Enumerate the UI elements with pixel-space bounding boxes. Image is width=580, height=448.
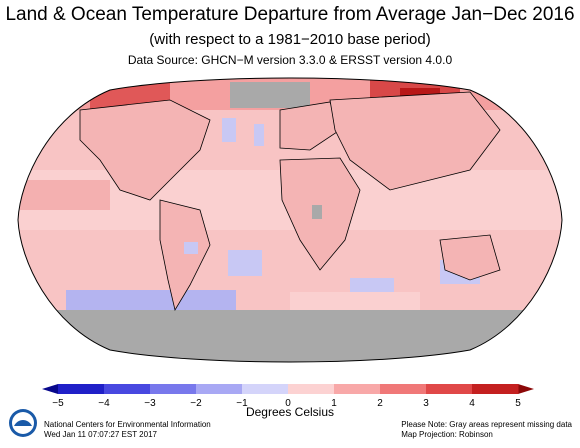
legend-swatch [288, 384, 335, 394]
europe [279, 101, 341, 151]
legend-tick-label: 2 [377, 398, 383, 406]
legend-tick-label: 0 [285, 398, 291, 406]
indian-ocean-cool [350, 278, 394, 294]
legend-tick-label: −4 [98, 398, 110, 406]
legend-tick-label: −1 [236, 398, 248, 406]
globe [18, 78, 562, 362]
legend-high-arrow [518, 384, 534, 394]
southern-warm-band [290, 292, 420, 310]
map-subtitle: (with respect to a 1981−2010 base period… [149, 31, 431, 48]
north-america [79, 99, 211, 201]
legend-tick-label: 1 [331, 398, 337, 406]
data-source: Data Source: GHCN−M version 3.3.0 & ERSS… [127, 53, 453, 67]
legend-swatch [196, 384, 243, 394]
south-america [159, 199, 211, 312]
antarctica-missing [18, 310, 562, 362]
legend-swatch [426, 384, 473, 394]
legend-tick-label: −3 [144, 398, 156, 406]
legend-swatch [104, 384, 151, 394]
map-title: Land & Ocean Temperature Departure from … [5, 4, 575, 25]
south-america-cool [184, 242, 198, 254]
asia [329, 91, 501, 191]
legend-swatch [242, 384, 289, 394]
legend-tick-label: 5 [515, 398, 521, 406]
south-atlantic-cool [228, 250, 262, 276]
footer-right: Please Note: Gray areas represent missin… [401, 420, 572, 440]
globe-outline [17, 77, 563, 363]
africa-missing [312, 205, 322, 219]
legend-bars [42, 384, 534, 394]
legend-tick-label: 4 [469, 398, 475, 406]
legend-units: Degrees Celsius [245, 405, 335, 419]
missing-data-note: Please Note: Gray areas represent missin… [401, 420, 572, 429]
legend-swatch [472, 384, 519, 394]
legend-tick-label: −5 [52, 398, 64, 406]
atlantic-cool-spot [222, 118, 236, 142]
noaa-logo-icon [9, 409, 37, 437]
footer-left: National Centers for Environmental Infor… [44, 420, 211, 440]
org-name: National Centers for Environmental Infor… [44, 420, 211, 429]
australia [439, 234, 501, 281]
color-legend: −5 −4 −3 −2 −1 0 1 2 3 4 5 [42, 384, 534, 406]
timestamp: Wed Jan 11 07:07:27 EST 2017 [44, 430, 157, 439]
legend-swatch [380, 384, 427, 394]
legend-swatch [58, 384, 105, 394]
legend-tick-label: −2 [190, 398, 202, 406]
projection-note: Map Projection: Robinson [401, 430, 493, 439]
legend-low-arrow [42, 384, 58, 394]
legend-ticks: −5 −4 −3 −2 −1 0 1 2 3 4 5 [52, 398, 521, 406]
greenland-missing [230, 82, 310, 108]
world-map [17, 77, 563, 363]
pacific-east-warm [20, 180, 110, 210]
legend-tick-label: 3 [423, 398, 429, 406]
southern-ocean-cool [66, 290, 236, 310]
atlantic-cool-spot-2 [254, 124, 264, 146]
legend-swatch [150, 384, 197, 394]
legend-swatch [334, 384, 381, 394]
